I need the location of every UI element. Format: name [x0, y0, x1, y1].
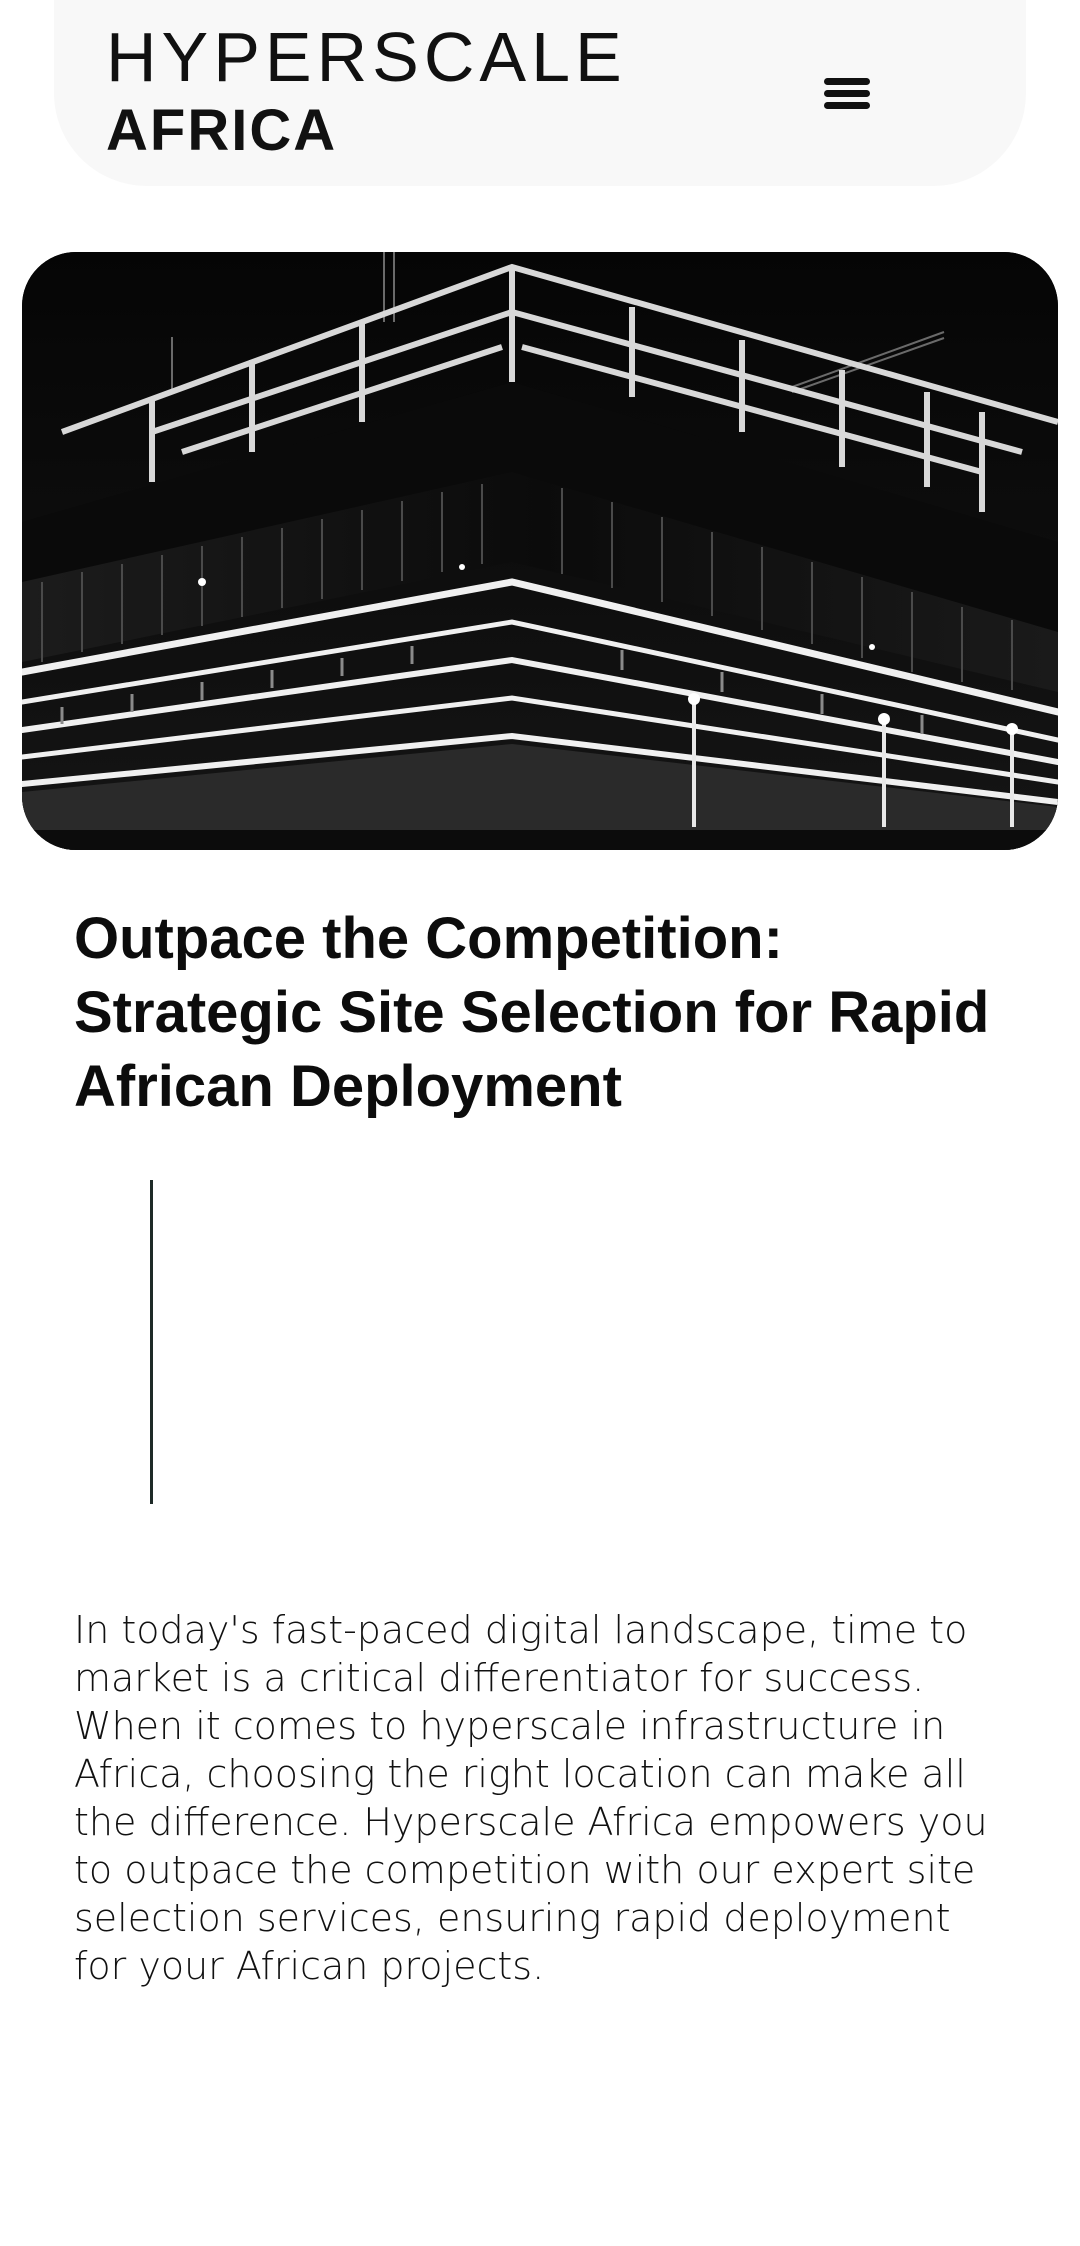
menu-bar	[824, 102, 870, 109]
hero-image	[22, 252, 1058, 850]
menu-bar	[824, 78, 870, 85]
logo-wordmark-hyperscale: HYPERSCALE	[106, 18, 627, 96]
menu-bar	[824, 90, 870, 97]
article-paragraph: In today's fast-paced digital landscape,…	[74, 1608, 988, 1988]
hamburger-menu-icon[interactable]	[816, 68, 880, 116]
building-photo	[22, 252, 1058, 850]
article-title: Outpace the Competition: Strategic Site …	[74, 906, 990, 1119]
vertical-divider	[150, 1180, 153, 1504]
site-logo[interactable]: HYPERSCALE AFRICA	[106, 22, 627, 160]
logo-wordmark-africa: AFRICA	[106, 98, 338, 163]
